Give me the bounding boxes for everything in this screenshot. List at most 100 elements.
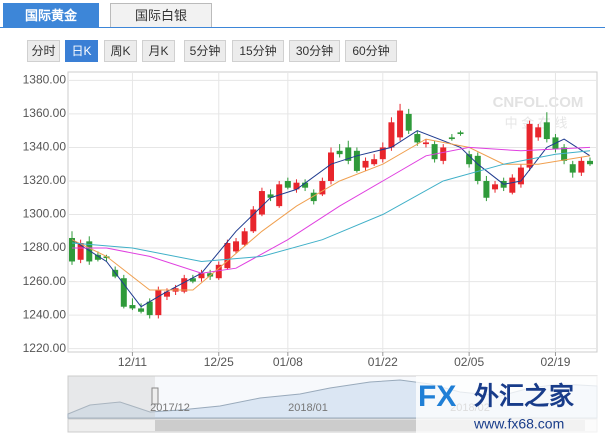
candle-body [215, 264, 222, 279]
candle-body [207, 273, 214, 277]
candle-body [587, 160, 593, 165]
period-button[interactable]: 30分钟 [289, 40, 340, 62]
candle-body [293, 182, 300, 190]
period-button[interactable]: 15分钟 [232, 40, 284, 62]
navigator-label: 2018/02 [450, 402, 490, 414]
candle-body [422, 142, 429, 145]
y-tick-label: 1340.00 [23, 140, 67, 154]
candle-body [448, 137, 455, 140]
candle-body [492, 184, 499, 190]
candle-body [258, 191, 265, 215]
navigator-mask [68, 376, 155, 418]
brand-url: www.fx68.com [473, 416, 564, 432]
y-tick-label: 1260.00 [23, 274, 67, 288]
candle-body [440, 147, 447, 161]
tab-underline [0, 27, 605, 28]
brand-name: 外汇之家 [474, 382, 574, 411]
x-tick-label: 02/19 [540, 355, 570, 369]
candle-body [267, 194, 274, 198]
candle-body [535, 127, 542, 138]
brand-logo: FX [418, 380, 456, 413]
candle-body [112, 269, 119, 277]
candle-body [561, 147, 568, 161]
candle-body [500, 180, 507, 188]
period-button[interactable]: 5分钟 [184, 40, 226, 62]
candle-body [77, 243, 84, 260]
candle-body [466, 154, 473, 165]
candle-body [138, 308, 145, 312]
tab[interactable]: 国际白银 [110, 3, 212, 27]
watermark: 中 金 在 线 [505, 115, 568, 130]
candle-body [431, 144, 438, 160]
moving-average-line [72, 146, 591, 274]
candle-body [353, 150, 360, 171]
moving-average-line [71, 150, 591, 263]
y-tick-label: 1380.00 [23, 73, 67, 87]
candle-body [397, 110, 404, 138]
candle-body [345, 147, 352, 161]
candle-body [189, 278, 196, 282]
x-tick-label: 02/05 [454, 355, 484, 369]
candle-body [146, 301, 153, 316]
candle-body [224, 243, 231, 269]
candle-body [517, 167, 524, 185]
scrollbar[interactable] [67, 418, 598, 433]
candle-body [509, 177, 516, 193]
candle-body [310, 192, 317, 202]
candle-body [103, 256, 110, 259]
period-button[interactable]: 日K [65, 40, 98, 62]
period-button[interactable]: 分时 [27, 40, 60, 62]
candle-body [379, 147, 386, 160]
period-button[interactable]: 60分钟 [345, 40, 397, 62]
candle-body [198, 273, 205, 279]
candle-body [284, 180, 291, 188]
y-tick-label: 1240.00 [23, 307, 67, 321]
navigator-label: 2018/01 [288, 402, 328, 414]
period-button[interactable]: 月K [142, 40, 175, 62]
candle-body [276, 184, 283, 207]
scrollbar-thumb[interactable] [155, 420, 585, 431]
candle-body [474, 155, 481, 181]
candle-body [362, 160, 369, 168]
watermark: CNFOL.COM [493, 94, 584, 111]
candle-body [569, 164, 576, 173]
candle-body [457, 132, 464, 135]
y-tick-label: 1220.00 [23, 341, 67, 355]
x-tick-label: 01/22 [368, 355, 398, 369]
navigator: 2017/12 2018/01 2018/02 [67, 375, 598, 433]
period-button[interactable]: 周K [104, 40, 137, 62]
candle-body [526, 123, 533, 168]
x-tick-label: 12/25 [204, 355, 234, 369]
brand-backdrop [416, 376, 605, 436]
navigator-frame [67, 375, 598, 433]
candle-body [552, 137, 559, 150]
candle-body [543, 122, 550, 140]
candle-body [483, 180, 490, 198]
candle-body [181, 278, 188, 292]
candle-body [414, 134, 421, 143]
y-tick-label: 1320.00 [23, 173, 67, 187]
tab[interactable]: 国际黄金 [3, 3, 99, 27]
candle-body [405, 113, 412, 131]
moving-average-line [71, 130, 591, 308]
candle-body [155, 289, 162, 316]
candle-body [388, 122, 395, 148]
candle-body [302, 182, 309, 188]
navigator-area [67, 379, 598, 419]
navigator-handle[interactable] [151, 387, 159, 405]
candle-body [172, 288, 179, 292]
plot-frame [67, 71, 598, 353]
candle-body [94, 254, 101, 260]
candle-body [241, 231, 248, 245]
candle-body [336, 150, 343, 155]
candle-body [371, 159, 378, 165]
candle-body [578, 160, 585, 173]
candle-body [86, 241, 93, 262]
candle-body [69, 237, 75, 262]
navigator-label: 2017/12 [150, 402, 190, 414]
candle-body [328, 152, 334, 181]
y-tick-label: 1280.00 [23, 240, 67, 254]
candle-body [129, 305, 136, 309]
